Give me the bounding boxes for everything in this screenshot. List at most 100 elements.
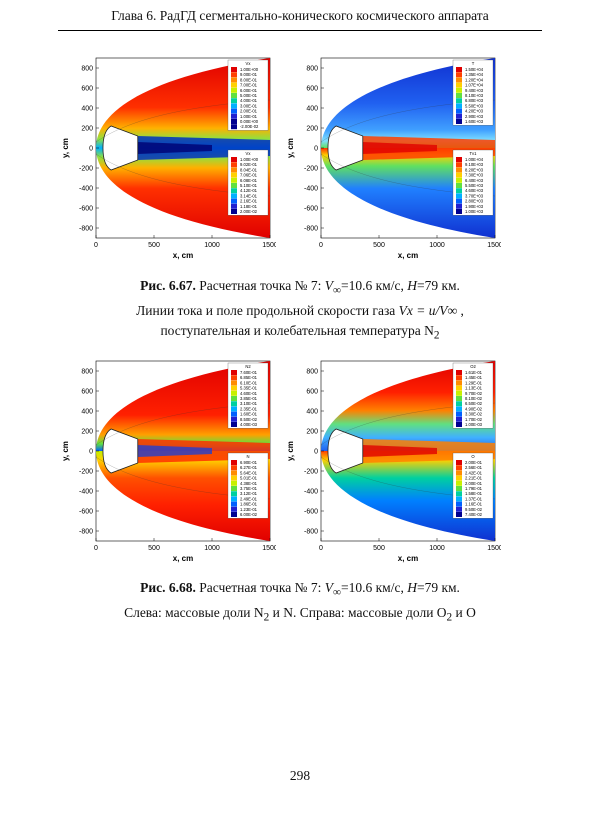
x-tick-label: 500 [148, 242, 160, 249]
legend-swatch [231, 396, 237, 401]
x-axis-label: x, cm [173, 554, 193, 563]
legend-swatch [231, 390, 237, 396]
legend-swatch [231, 177, 237, 183]
legend-value: 1.00E+03 [465, 209, 484, 214]
vehicle-body [327, 125, 364, 171]
legend-title: Tv1 [470, 151, 478, 156]
legend-swatch [231, 422, 237, 427]
legend-value: 6.85E-01 [240, 375, 258, 380]
y-tick-label: 0 [314, 449, 318, 456]
legend-value: 6.50E-02 [465, 401, 483, 406]
y-tick-label: -600 [79, 206, 93, 213]
y-tick-label: 200 [306, 429, 318, 436]
legend-swatch [456, 390, 462, 396]
legend-swatch [456, 501, 462, 507]
legend-value: 4.38E-01 [240, 481, 258, 486]
legend-value: 5.00E-01 [240, 93, 258, 98]
legend-swatch [456, 167, 462, 173]
legend-swatch [456, 198, 462, 204]
legend-value: 8.04E-01 [240, 167, 258, 172]
legend-value: 9.00E-01 [240, 72, 258, 77]
legend-swatch [231, 480, 237, 486]
y-tick-label: 400 [81, 409, 93, 416]
legend-swatch [231, 77, 237, 83]
legend-swatch [231, 188, 237, 194]
legend-swatch [456, 193, 462, 199]
y-tick-label: -800 [304, 529, 318, 536]
legend-swatch [456, 411, 462, 417]
legend-swatch [456, 506, 462, 512]
flow-field-lower [321, 148, 495, 238]
y-tick-label: -600 [79, 509, 93, 516]
legend-value: 1.37E-01 [465, 496, 483, 501]
wake-core [362, 445, 437, 457]
x-tick-label: 1500 [487, 545, 501, 552]
legend-swatch [231, 203, 237, 209]
legend-value: 7.30E+03 [465, 173, 484, 178]
legend-value: 2.00E-01 [465, 481, 483, 486]
legend-title: T [472, 61, 475, 66]
legend-swatch [456, 108, 462, 114]
header-rule [58, 30, 542, 31]
y-axis-label: y, cm [286, 138, 295, 158]
legend-swatch [231, 491, 237, 497]
legend-value: 1.00E-03 [465, 422, 483, 427]
legend-swatch [456, 157, 462, 162]
y-axis-label: y, cm [286, 441, 295, 461]
legend-value: 1.60E+03 [465, 119, 484, 124]
x-axis-label: x, cm [398, 251, 418, 260]
y-tick-label: -600 [304, 509, 318, 516]
legend-value: 1.00E+00 [240, 157, 259, 162]
x-tick-label: 500 [148, 545, 160, 552]
legend-value: 8.50E-02 [240, 417, 258, 422]
legend-swatch [231, 475, 237, 481]
legend-swatch [456, 82, 462, 88]
legend-value: 2.00E-02 [240, 209, 258, 214]
x-tick-label: 0 [319, 545, 323, 552]
legend-swatch [231, 167, 237, 173]
legend-value: 9.02E-01 [240, 162, 258, 167]
y-tick-label: -400 [79, 186, 93, 193]
legend-swatch [231, 370, 237, 375]
legend-swatch [456, 422, 462, 427]
legend-value: 1.61E-01 [465, 370, 483, 375]
vx-formula: Vx = u/V∞ [398, 302, 458, 318]
wake-core [362, 142, 437, 154]
legend-value: 8.20E+03 [465, 167, 484, 172]
legend-value: 1.00E-01 [240, 114, 258, 119]
flow-field-upper [96, 58, 270, 148]
legend-value: 2.80E+03 [465, 199, 484, 204]
legend-value: 3.12E-01 [240, 491, 258, 496]
legend-swatch [231, 501, 237, 507]
flow-field-lower [96, 451, 270, 541]
y-tick-label: -200 [79, 166, 93, 173]
y-tick-label: 800 [81, 66, 93, 73]
legend-swatch [456, 460, 462, 465]
legend-swatch [231, 496, 237, 502]
legend-value: 4.60E+03 [465, 188, 484, 193]
x-tick-label: 1000 [429, 242, 445, 249]
legend-swatch [456, 512, 462, 517]
legend-swatch [231, 411, 237, 417]
legend-swatch [456, 396, 462, 401]
legend-swatch [456, 475, 462, 481]
legend-value: 1.07E+04 [465, 83, 484, 88]
legend-swatch [456, 491, 462, 497]
legend-value: 0.00E+00 [240, 119, 259, 124]
legend-value: 2.00E-01 [240, 109, 258, 114]
y-tick-label: 200 [81, 429, 93, 436]
x-tick-label: 0 [94, 545, 98, 552]
legend-swatch [456, 406, 462, 412]
legend-swatch [456, 416, 462, 422]
legend-value: 6.08E-01 [240, 178, 258, 183]
y-tick-label: -200 [304, 166, 318, 173]
legend-value: 6.80E+03 [465, 98, 484, 103]
legend-swatch [456, 162, 462, 168]
legend-vx: Vx1.00E+009.00E-018.00E-017.00E-016.00E-… [227, 59, 269, 131]
legend-swatch [456, 177, 462, 183]
wake-core [137, 142, 212, 154]
legend-swatch [231, 108, 237, 114]
legend-swatch [231, 460, 237, 465]
legend-vx2: Vx1.00E+009.02E-018.04E-017.06E-016.08E-… [227, 149, 269, 216]
legend-value: 6.90E-01 [240, 460, 258, 465]
